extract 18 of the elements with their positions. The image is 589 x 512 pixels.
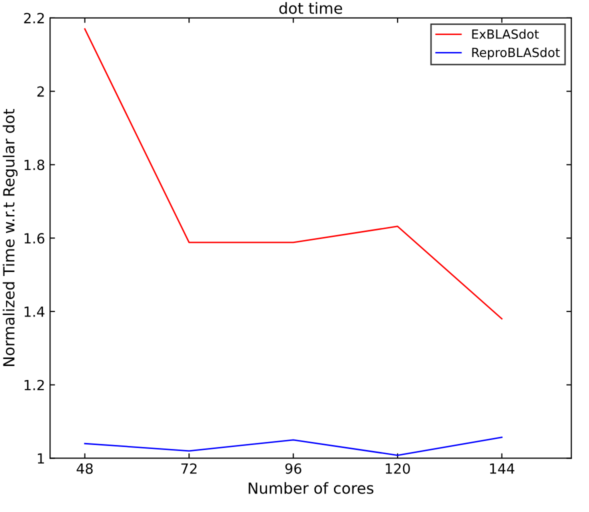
x-tick-label: 48 <box>76 463 93 474</box>
x-tick-label: 120 <box>386 463 410 474</box>
x-axis-title: Number of cores <box>248 482 374 494</box>
chart-title: dot time <box>279 2 342 14</box>
y-tick-label: 1.6 <box>24 233 44 244</box>
y-tick-label: 2 <box>37 86 44 97</box>
y-tick-label: 1.4 <box>24 306 44 317</box>
legend-label: ExBLASdot <box>472 29 539 39</box>
y-tick-label: 1 <box>38 453 44 464</box>
y-tick-label: 2.2 <box>24 12 44 24</box>
y-axis-title: Normalized Time w.r.t Regular dot <box>2 109 18 366</box>
x-tick-label: 144 <box>490 464 514 474</box>
line-series <box>84 436 503 456</box>
legend-label: ReproBLASdot <box>472 48 560 60</box>
x-tick-label: 96 <box>285 463 302 474</box>
y-tick-label: 1.8 <box>24 160 44 170</box>
x-tick-label: 72 <box>181 463 197 474</box>
y-tick-label: 1.2 <box>24 380 44 390</box>
